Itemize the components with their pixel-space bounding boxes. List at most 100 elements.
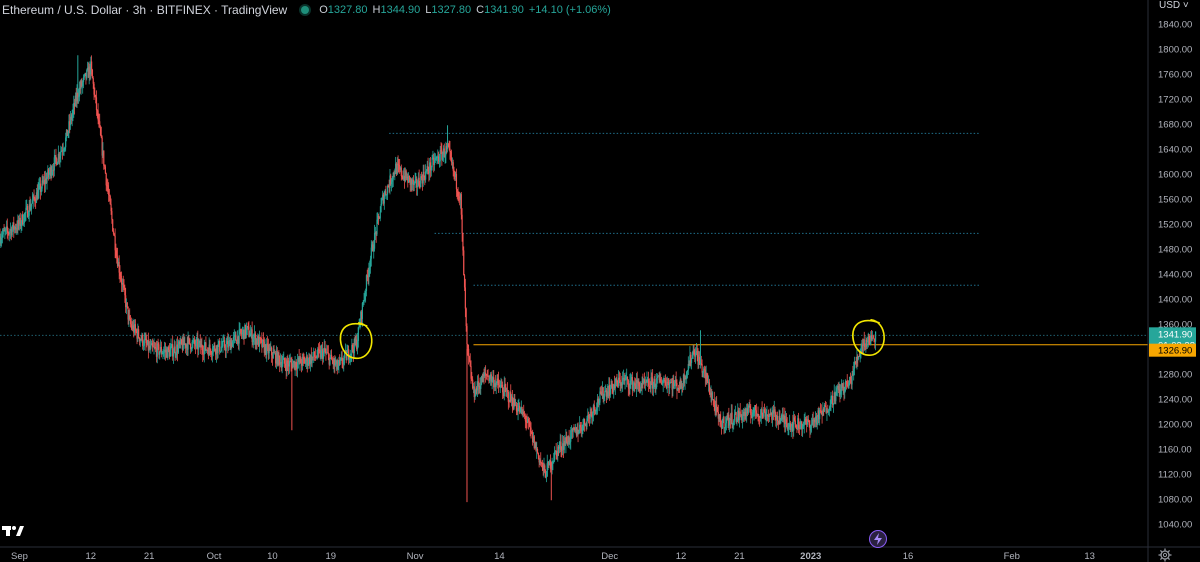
candle <box>101 135 103 164</box>
candle <box>487 369 489 377</box>
candle <box>412 175 415 192</box>
candle <box>659 371 661 383</box>
candle <box>212 345 214 357</box>
candle <box>475 381 477 397</box>
candle <box>644 376 646 391</box>
candle <box>167 346 169 361</box>
candle-body <box>135 329 137 332</box>
candle <box>466 323 468 352</box>
candle <box>592 403 595 422</box>
candle <box>200 338 202 348</box>
candle-body <box>398 164 400 167</box>
candle-body <box>803 421 805 426</box>
candle-body <box>20 223 22 227</box>
candle-body <box>603 395 605 399</box>
candle <box>557 445 560 456</box>
candle-body <box>519 407 522 413</box>
candle-body <box>373 248 375 252</box>
candle <box>794 415 796 428</box>
candle <box>799 418 801 430</box>
candle <box>357 327 359 348</box>
candle-body <box>15 228 17 230</box>
candle <box>330 350 332 360</box>
candle-body <box>211 353 213 355</box>
candle <box>652 369 654 396</box>
candle <box>651 372 653 386</box>
candle <box>493 369 495 395</box>
candle <box>260 337 262 344</box>
candle-body <box>742 411 745 416</box>
candle-body <box>752 412 754 415</box>
candle-body <box>557 446 560 449</box>
candle-body <box>392 172 394 180</box>
candle <box>5 220 8 235</box>
candle-body <box>168 347 170 350</box>
candle-body <box>484 372 486 377</box>
gear-icon[interactable] <box>1158 548 1172 562</box>
candle-body <box>86 70 88 79</box>
candle-body <box>292 361 295 364</box>
candle-body <box>695 352 697 357</box>
price-badge-label: 1341.90 <box>1158 329 1192 340</box>
candle <box>712 391 714 401</box>
candle-body <box>64 147 66 150</box>
candle <box>542 462 544 476</box>
price-badge-1 <box>1149 343 1196 357</box>
candle <box>35 187 38 204</box>
price-axis[interactable]: 1040.001080.001120.001160.001200.001240.… <box>1147 0 1196 562</box>
candle-body <box>566 441 569 445</box>
candle <box>266 337 268 362</box>
candle-body <box>249 336 251 338</box>
candle <box>305 351 308 369</box>
candle-body <box>482 374 484 383</box>
candle <box>176 338 178 360</box>
candle-body <box>676 383 678 391</box>
highlight-circle-1[interactable] <box>852 318 885 356</box>
candle <box>461 208 463 242</box>
candle <box>621 375 623 389</box>
candle <box>151 340 153 346</box>
candle-body <box>260 338 262 340</box>
candle-body <box>767 416 770 417</box>
tradingview-logo-icon[interactable] <box>2 524 24 538</box>
candle-body <box>9 231 11 234</box>
candle <box>682 373 685 391</box>
candle <box>37 182 39 200</box>
candle <box>797 412 800 434</box>
currency-selector[interactable]: USD ˅ <box>1159 0 1189 11</box>
time-axis[interactable]: Sep 12 21 Oct 10 19 Nov 14 Dec 12 21 2023 16 Feb 13 <box>0 546 1200 562</box>
candle-body <box>632 384 634 390</box>
candle <box>545 469 547 479</box>
candle-body <box>582 424 584 431</box>
candle <box>403 167 406 189</box>
candle-body <box>562 443 565 450</box>
candle-body <box>760 409 762 416</box>
candle-body <box>223 340 226 348</box>
candle <box>91 55 93 77</box>
candle-body <box>57 153 59 163</box>
candle-body <box>819 410 821 420</box>
candle-body <box>792 422 794 431</box>
lightning-icon[interactable] <box>869 530 887 548</box>
candle <box>833 384 835 405</box>
candle-body <box>352 349 355 354</box>
candle-body <box>329 357 331 365</box>
candle-body <box>463 275 466 288</box>
candle <box>479 377 481 395</box>
candle-body <box>210 349 212 354</box>
symbol-title[interactable]: Ethereum / U.S. Dollar · 3h · BITFINEX ·… <box>2 3 288 17</box>
candle <box>490 371 492 386</box>
candle-body <box>257 336 259 344</box>
candle <box>76 84 78 109</box>
candle <box>222 334 224 353</box>
candle <box>781 407 783 423</box>
candle <box>279 353 282 368</box>
candle <box>792 414 794 439</box>
candle-body <box>476 387 478 391</box>
candle-body <box>478 385 480 387</box>
candle <box>438 153 441 168</box>
candle-body <box>313 351 316 357</box>
highlight-circle-0[interactable] <box>339 322 373 360</box>
candle-body <box>290 361 292 364</box>
